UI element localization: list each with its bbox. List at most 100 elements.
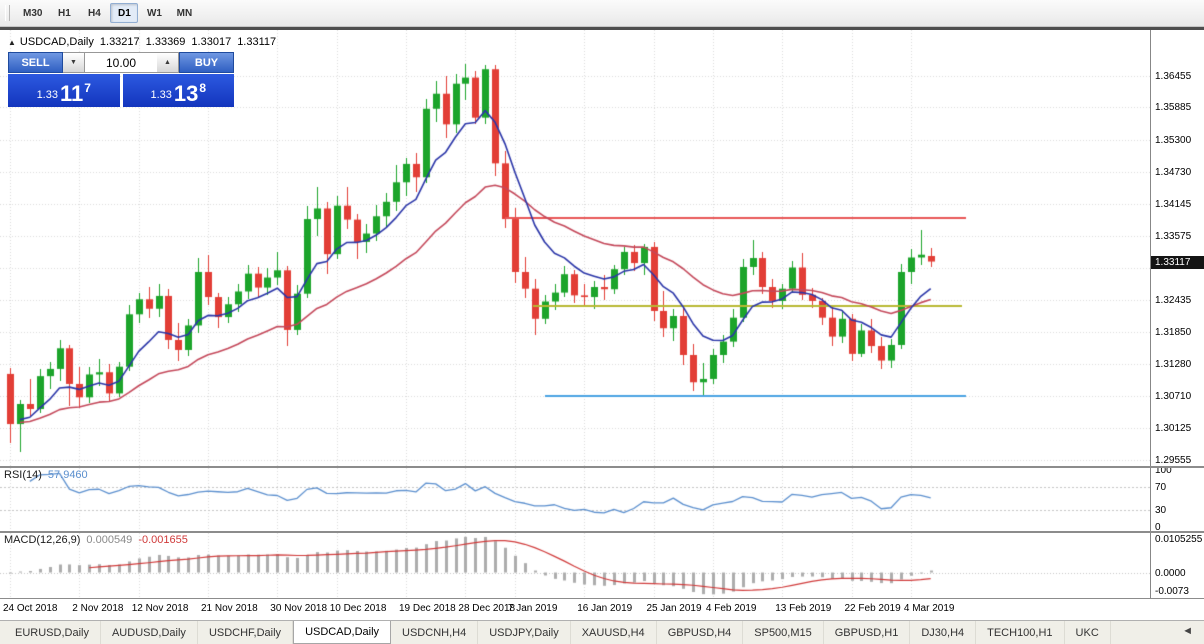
price-axis-label: 1.30125 <box>1155 423 1192 435</box>
rsi-value: 57.9460 <box>47 469 88 481</box>
price-axis-label: 1.35300 <box>1155 134 1192 146</box>
price-axis-label: 1.36455 <box>1155 70 1192 82</box>
macd-header: MACD(12,26,9) 0.000549 -0.001655 <box>4 534 194 546</box>
toolbar-grip[interactable] <box>5 5 10 21</box>
ohlc-high: 1.33369 <box>145 36 186 48</box>
chart-tab-usdcad-daily[interactable]: USDCAD,Daily <box>293 621 392 644</box>
rsi-axis-label: 70 <box>1155 482 1167 494</box>
timeframe-toolbar: M30 H1 H4 D1 W1 MN <box>0 0 1204 27</box>
price-axis-label: 1.32435 <box>1155 294 1192 306</box>
trade-panel-prices: 1.33 11 7 1.33 13 8 <box>8 74 234 107</box>
rsi-canvas[interactable] <box>0 468 1150 531</box>
rsi-axis-label: 30 <box>1155 504 1167 516</box>
chart-tab-usdjpy-daily[interactable]: USDJPY,Daily <box>478 621 571 644</box>
bid-price-panel[interactable]: 1.33 11 7 <box>8 74 120 107</box>
timeframe-button-m30[interactable]: M30 <box>17 3 48 23</box>
time-axis-label: 28 Dec 2018 <box>458 603 516 614</box>
volume-down-button[interactable]: ▼ <box>63 52 85 73</box>
timeframe-button-h4[interactable]: H4 <box>80 3 108 23</box>
time-axis[interactable]: 24 Oct 2018 2 Nov 2018 12 Nov 2018 21 Nov 2… <box>0 599 1204 620</box>
timeframe-button-h1[interactable]: H1 <box>50 3 78 23</box>
price-axis-label: 1.31280 <box>1155 358 1192 370</box>
chevron-down-icon: ▼ <box>70 59 77 66</box>
bid-price-prefix: 1.33 <box>36 89 58 101</box>
price-axis-label: 1.31850 <box>1155 327 1192 339</box>
chart-tab-gbpusd-h4[interactable]: GBPUSD,H4 <box>657 621 744 644</box>
chart-tab-gbpusd-h1[interactable]: GBPUSD,H1 <box>824 621 911 644</box>
ohlc-open: 1.33217 <box>99 36 140 48</box>
ask-price-pip: 8 <box>199 81 207 95</box>
time-axis-label: 2 Nov 2018 <box>72 603 124 614</box>
macd-axis-zero-label: 0.0000 <box>1155 567 1186 579</box>
rsi-indicator-pane: RSI(14) 57.9460 <box>0 468 1150 531</box>
ohlc-close: 1.33117 <box>237 36 277 48</box>
macd-canvas[interactable] <box>0 533 1150 598</box>
chart-ohlc-readout: ▲ USDCAD,Daily 1.33217 1.33369 1.33017 1… <box>8 36 282 48</box>
rsi-axis-label: 0 <box>1155 522 1161 533</box>
time-axis-label: 12 Nov 2018 <box>131 603 189 614</box>
timeframe-button-d1[interactable]: D1 <box>110 3 139 24</box>
bid-price-big: 11 <box>59 81 84 106</box>
timeframe-button-w1[interactable]: W1 <box>140 3 168 23</box>
pane-splitter[interactable] <box>0 466 1204 468</box>
one-click-trading-panel: SELL ▼ ▲ BUY 1.33 11 7 1.33 13 8 <box>8 52 234 107</box>
chart-tab-usdcnh-h4[interactable]: USDCNH,H4 <box>391 621 479 644</box>
sell-button[interactable]: SELL <box>8 52 63 73</box>
chart-tab-tech100-h1[interactable]: TECH100,H1 <box>976 621 1065 644</box>
volume-input[interactable] <box>85 52 157 73</box>
time-axis-label: 30 Nov 2018 <box>270 603 328 614</box>
bid-price-pip: 7 <box>84 81 91 95</box>
rsi-header: RSI(14) 57.9460 <box>4 469 94 481</box>
price-axis-label: 1.35885 <box>1155 102 1192 114</box>
timeframe-buttons-group: M30 H1 H4 D1 W1 MN <box>16 3 199 24</box>
chart-tab-audusd-daily[interactable]: AUDUSD,Daily <box>101 621 198 644</box>
time-axis-label: 4 Mar 2019 <box>903 603 955 614</box>
price-axis[interactable]: 1.33117 0.0105255 0.0000 -0.0073 1.36455… <box>1150 30 1204 598</box>
price-axis-label: 1.34730 <box>1155 166 1192 178</box>
price-axis-label: 1.30710 <box>1155 390 1192 402</box>
volume-up-button[interactable]: ▲ <box>157 52 179 73</box>
chart-tab-usdchf-daily[interactable]: USDCHF,Daily <box>198 621 294 644</box>
macd-axis-bottom-label: -0.0073 <box>1155 586 1189 597</box>
chart-tab-ukc[interactable]: UKC <box>1065 621 1111 644</box>
chart-tab-eurusd-daily[interactable]: EURUSD,Daily <box>4 621 101 644</box>
current-price-tag: 1.33117 <box>1151 255 1204 269</box>
macd-main-value: 0.000549 <box>86 534 133 546</box>
rsi-axis-label: 100 <box>1155 465 1172 476</box>
macd-indicator-pane: MACD(12,26,9) 0.000549 -0.001655 <box>0 533 1150 598</box>
arrow-left-icon: ◄ <box>1182 625 1193 637</box>
time-axis-label: 21 Nov 2018 <box>201 603 258 614</box>
macd-axis-top-label: 0.0105255 <box>1155 534 1203 545</box>
time-axis-label: 24 Oct 2018 <box>3 603 58 614</box>
time-axis-label: 25 Jan 2019 <box>646 603 702 614</box>
price-axis-label: 1.29555 <box>1155 454 1192 466</box>
rsi-label: RSI(14) <box>4 469 42 481</box>
ohlc-low: 1.33017 <box>191 36 232 48</box>
one-click-panel-toggle-icon[interactable]: ▲ <box>8 37 16 47</box>
ask-price-big: 13 <box>173 81 199 106</box>
time-axis-separator <box>0 598 1204 599</box>
chart-tabs-bar: EURUSD,Daily AUDUSD,Daily USDCHF,Daily USDC… <box>0 620 1204 644</box>
time-axis-label: 4 Feb 2019 <box>705 603 757 614</box>
price-axis-label: 1.34145 <box>1155 199 1192 211</box>
ask-price-panel[interactable]: 1.33 13 8 <box>122 74 234 107</box>
pane-splitter[interactable] <box>0 531 1204 533</box>
tabs-scroll-left-button[interactable]: ◄ <box>1176 624 1199 638</box>
time-axis-label: 13 Feb 2019 <box>775 603 832 614</box>
trade-panel-controls: SELL ▼ ▲ BUY <box>8 52 234 73</box>
chart-tab-xauusd-h4[interactable]: XAUUSD,H4 <box>571 621 657 644</box>
timeframe-button-mn[interactable]: MN <box>170 3 198 23</box>
chart-window-frame <box>0 27 1204 30</box>
time-axis-label: 19 Dec 2018 <box>399 603 456 614</box>
macd-signal-value: -0.001655 <box>138 534 188 546</box>
time-axis-label: 16 Jan 2019 <box>577 603 633 614</box>
chevron-up-icon: ▲ <box>164 59 171 66</box>
chart-symbol-label: USDCAD,Daily <box>19 36 94 48</box>
ask-price-prefix: 1.33 <box>150 89 172 101</box>
price-axis-label: 1.33575 <box>1155 231 1192 243</box>
chart-tab-sp500-m15[interactable]: SP500,M15 <box>743 621 824 644</box>
time-axis-label: 22 Feb 2019 <box>844 603 901 614</box>
chart-tab-dj30-h4[interactable]: DJ30,H4 <box>910 621 977 644</box>
buy-button[interactable]: BUY <box>179 52 234 73</box>
